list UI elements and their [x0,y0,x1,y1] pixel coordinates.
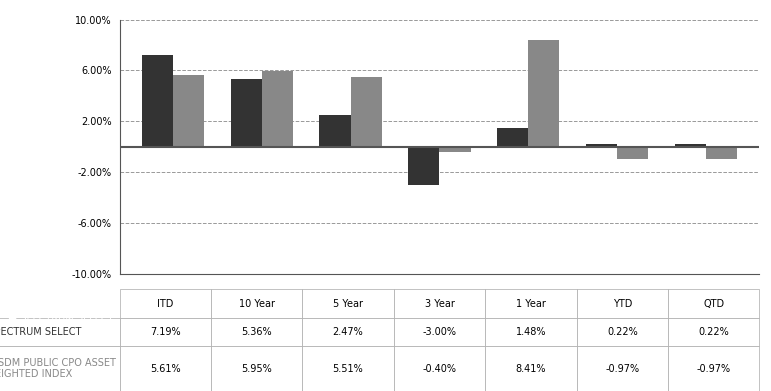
Bar [173,75,204,147]
Bar [409,147,439,185]
Bar [261,71,293,147]
Bar [439,147,470,152]
Bar [618,147,648,159]
Bar [319,115,351,147]
Bar [497,128,528,147]
Bar [586,144,618,147]
Bar [351,77,382,147]
Bar [528,40,560,147]
Bar [675,144,706,147]
Bar [142,55,173,147]
Bar [231,79,261,147]
Text: ■ SPECTRUM SELECT: ■ SPECTRUM SELECT [8,313,113,323]
Bar [706,147,737,159]
